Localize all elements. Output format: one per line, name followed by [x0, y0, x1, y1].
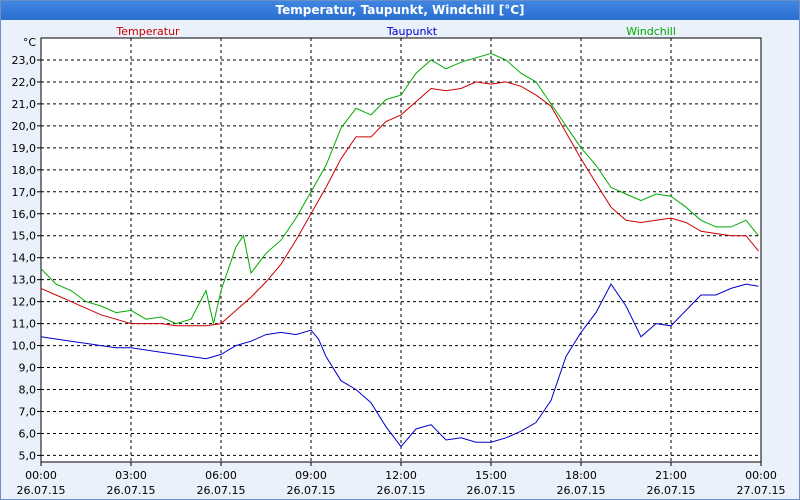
x-tick-time: 18:00 [565, 469, 597, 482]
y-tick-label: 11,0 [12, 318, 37, 331]
y-tick-label: 23,0 [12, 54, 37, 67]
x-tick-time: 00:00 [745, 469, 777, 482]
x-tick-date: 26.07.15 [377, 484, 426, 497]
y-axis-label: °C [23, 36, 37, 49]
legend-taupunkt: Taupunkt [386, 25, 438, 38]
x-tick-time: 03:00 [115, 469, 147, 482]
y-tick-label: 18,0 [12, 164, 37, 177]
series-line-taupunkt [40, 283, 759, 448]
x-tick-date: 26.07.15 [557, 484, 606, 497]
series-line-windchill [40, 52, 759, 325]
y-tick-label: 6,0 [19, 427, 37, 440]
y-tick-label: 7,0 [19, 405, 37, 418]
y-tick-label: 20,0 [12, 120, 37, 133]
x-tick-date: 27.07.15 [737, 484, 786, 497]
series-line-temperatur [40, 81, 759, 327]
grid [41, 38, 761, 462]
y-tick-label: 12,0 [12, 296, 37, 309]
x-tick-time: 06:00 [205, 469, 237, 482]
x-tick-date: 26.07.15 [107, 484, 156, 497]
y-tick-label: 15,0 [12, 230, 37, 243]
y-tick-label: 14,0 [12, 252, 37, 265]
axes: 5,0 6,0 7,0 8,0 9,0 10,0 11,0 12,0 13,0 14,0 15,0 1… [12, 36, 786, 497]
x-tick-time: 09:00 [295, 469, 327, 482]
x-tick-time: 21:00 [655, 469, 687, 482]
chart-title: Temperatur, Taupunkt, Windchill [°C] [1, 1, 799, 20]
y-tick-label: 19,0 [12, 142, 37, 155]
legend-temperatur: Temperatur [115, 25, 180, 38]
y-tick-label: 17,0 [12, 186, 37, 199]
x-tick-time: 00:00 [25, 469, 57, 482]
y-tick-label: 8,0 [19, 384, 37, 397]
y-tick-label: 10,0 [12, 340, 37, 353]
x-tick-time: 12:00 [385, 469, 417, 482]
y-tick-label: 5,0 [19, 449, 37, 462]
series-lines [40, 52, 759, 448]
y-tick-label: 22,0 [12, 76, 37, 89]
x-tick-date: 26.07.15 [17, 484, 66, 497]
legend-windchill: Windchill [626, 25, 676, 38]
y-tick-label: 13,0 [12, 274, 37, 287]
x-tick-date: 26.07.15 [197, 484, 246, 497]
y-tick-label: 9,0 [19, 362, 37, 375]
x-tick-date: 26.07.15 [467, 484, 516, 497]
x-tick-date: 26.07.15 [287, 484, 336, 497]
y-tick-label: 16,0 [12, 208, 37, 221]
x-tick-date: 26.07.15 [647, 484, 696, 497]
x-tick-time: 15:00 [475, 469, 507, 482]
y-tick-label: 21,0 [12, 98, 37, 111]
legend: Temperatur Taupunkt Windchill [115, 25, 676, 38]
